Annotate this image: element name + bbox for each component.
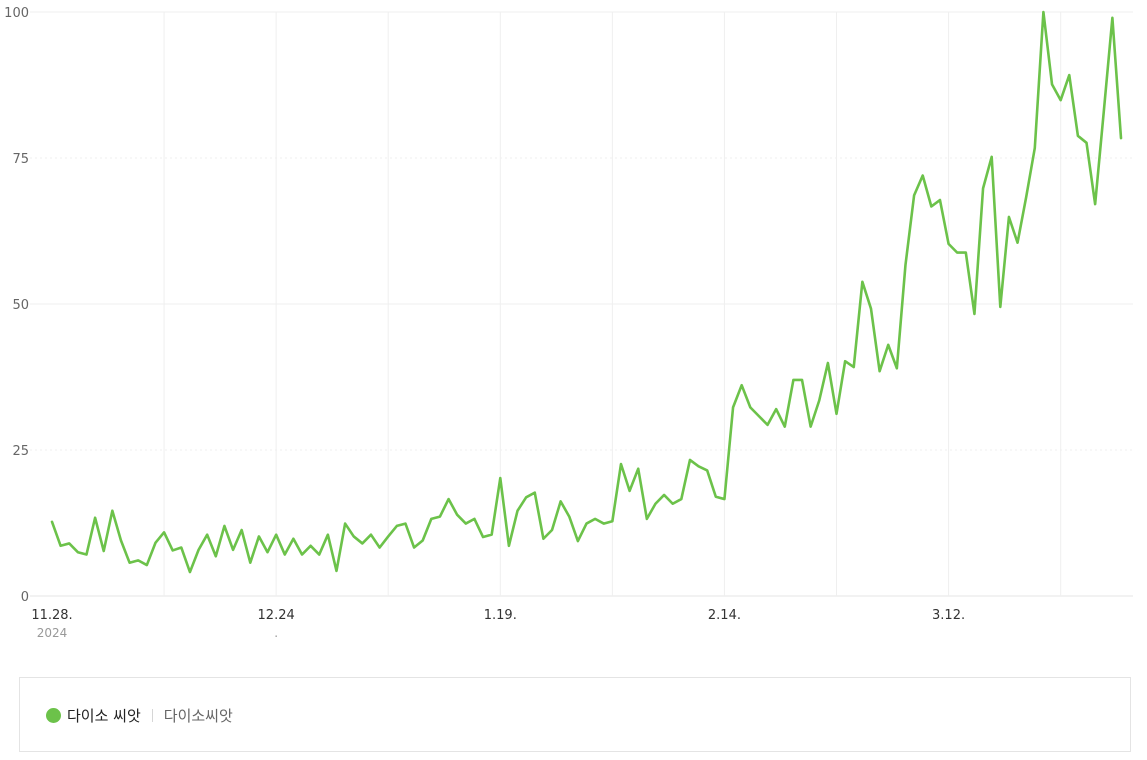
- x-tick-label: 12.24: [258, 608, 295, 623]
- legend-series-keywords: 다이소씨앗: [163, 707, 233, 725]
- x-tick-label: 1.19.: [484, 608, 517, 623]
- x-tick-label: 11.28.: [31, 608, 72, 623]
- x-tick-label: 2.14.: [708, 608, 741, 623]
- x-gridlines: [163, 12, 1062, 596]
- x-axis-ticks: 11.28. 2024 12.24. 1.19. 2.14. 3.12.: [31, 608, 965, 640]
- x-tick-label: 3.12.: [932, 608, 965, 623]
- y-tick-label: 0: [21, 590, 29, 605]
- y-axis-ticks: 0 25 50 75 100: [4, 6, 29, 605]
- y-tick-label: 25: [12, 444, 29, 459]
- series-line-다이소씨앗[interactable]: [50, 10, 1123, 574]
- x-tick-sublabel: 2024: [37, 626, 68, 640]
- y-tick-label: 50: [12, 298, 29, 313]
- legend: 다이소 씨앗 다이소씨앗: [19, 677, 1131, 752]
- legend-color-dot: [46, 708, 61, 723]
- x-tick-sublabel: .: [274, 626, 278, 640]
- trend-chart: 0 25 50 75 100 11.28. 2024 12.24. 1.19. 2.14. 3.1…: [4, 6, 1133, 640]
- legend-item[interactable]: 다이소 씨앗 다이소씨앗: [46, 705, 233, 726]
- y-tick-label: 100: [4, 6, 29, 21]
- legend-series-name: 다이소 씨앗: [67, 707, 141, 725]
- y-tick-label: 75: [12, 152, 29, 167]
- y-gridlines: [30, 11, 1133, 597]
- legend-divider: [151, 709, 153, 722]
